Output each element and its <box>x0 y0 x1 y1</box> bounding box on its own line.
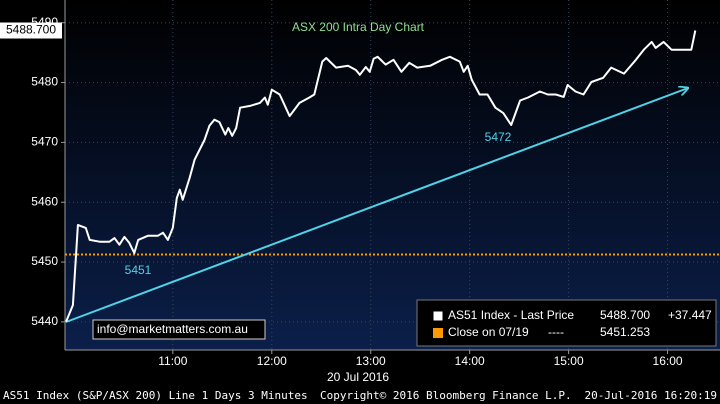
chart-title: ASX 200 Intra Day Chart <box>292 20 425 34</box>
y-tick-label: 5440 <box>31 314 58 328</box>
footer-security: AS51 Index (S&P/ASX 200) Line 1 Days 3 M… <box>3 389 308 402</box>
legend-swatch <box>432 310 444 322</box>
data-layer <box>65 30 697 323</box>
last-price-background <box>0 22 62 39</box>
footer-bar <box>0 388 720 404</box>
annotation: 5451 <box>125 263 152 277</box>
y-tick-label: 5470 <box>31 135 58 149</box>
x-tick-label: 11:00 <box>158 354 187 368</box>
x-tick-label: 12:00 <box>257 354 287 368</box>
legend-box <box>416 299 717 347</box>
y-tick-label: 5460 <box>31 194 58 208</box>
price-line <box>65 30 697 323</box>
contact-box <box>92 319 266 340</box>
annotation: 5472 <box>485 130 512 144</box>
legend-change: +37.447 <box>668 308 712 322</box>
x-tick-label: 16:00 <box>653 354 683 368</box>
last-price-box: 5488.700 <box>0 22 62 39</box>
y-tick-label: 5480 <box>31 75 58 89</box>
y-tick-label: 5450 <box>31 254 58 268</box>
contact: info@marketmatters.com.au <box>97 322 248 336</box>
legend-label: AS51 Index - Last Price <box>448 308 574 322</box>
legend-swatch <box>433 328 443 338</box>
footer-copyright: Copyright© 2016 Bloomberg Finance L.P. <box>320 389 572 402</box>
footer-timestamp: 20-Jul-2016 16:20:19 <box>585 389 717 402</box>
x-tick-label: 13:00 <box>356 354 386 368</box>
x-tick-label: 15:00 <box>554 354 584 368</box>
legend: AS51 Index - Last Price 5488.700 +37.447… <box>416 299 717 347</box>
plot-background <box>65 0 720 350</box>
x-axis-label: 20 Jul 2016 <box>327 370 389 384</box>
legend-value: 5451.253 <box>600 325 650 339</box>
x-tick-label: 14:00 <box>455 354 485 368</box>
legend-label: Close on 07/19 <box>448 325 529 339</box>
legend-dash: ---- <box>548 325 564 339</box>
legend-value: 5488.700 <box>600 308 650 322</box>
last-price-label: 5488.700 <box>6 23 56 37</box>
trend-arrow <box>65 88 688 323</box>
